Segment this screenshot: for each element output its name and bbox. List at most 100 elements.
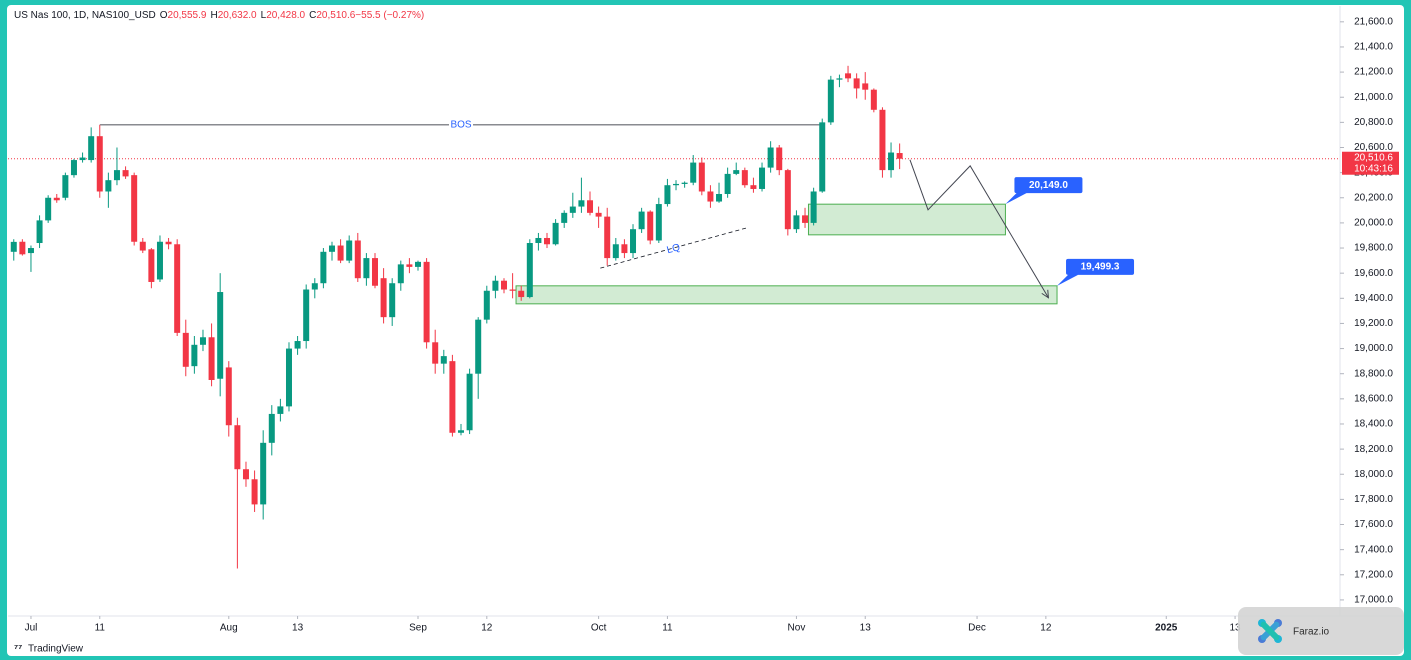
- candle-body: [260, 442, 267, 505]
- candle-body: [552, 222, 559, 245]
- candle-body: [251, 479, 258, 505]
- candle-body: [242, 469, 249, 480]
- candle-body: [784, 170, 791, 230]
- x-tick-label: 2025: [1155, 623, 1178, 634]
- zone: [807, 203, 1006, 236]
- chart-header: US Nas 100, 1D, NAS100_USD O20,555.9 H20,6…: [14, 10, 424, 21]
- y-tick-label: 17,600.0: [1354, 519, 1393, 530]
- candle-body: [870, 89, 877, 110]
- candle-body: [53, 197, 60, 201]
- plot-area: BOS LQ: [8, 65, 1340, 569]
- candle-body: [432, 342, 439, 364]
- ohlc-key: L: [261, 10, 267, 21]
- candle-body: [561, 212, 568, 223]
- candle-body: [113, 170, 120, 181]
- y-tick-label: 18,000.0: [1354, 469, 1393, 480]
- ohlc-value: 20,555.9: [168, 10, 207, 21]
- candle-body: [225, 367, 232, 426]
- brand-logo: ⁷⁷: [14, 644, 22, 655]
- y-tick-label: 18,600.0: [1354, 393, 1393, 404]
- watermark-text: Faraz.io: [1293, 627, 1330, 638]
- candle-body: [320, 251, 327, 284]
- candle-body: [423, 261, 430, 343]
- candle-body: [182, 332, 189, 367]
- zone: [515, 285, 1058, 305]
- x-tick-label: 11: [95, 623, 106, 634]
- candle-body: [741, 170, 748, 186]
- candle-body: [483, 290, 490, 320]
- candle-body: [673, 183, 680, 186]
- candle-body: [371, 258, 378, 286]
- candle-body: [655, 204, 662, 241]
- projection-arrowhead: [1041, 289, 1050, 299]
- ohlc-value: 20,510.6: [316, 10, 355, 21]
- x-tick-label: 13: [1230, 623, 1242, 634]
- candle-body: [466, 373, 473, 431]
- candle-body: [518, 290, 525, 298]
- bos-label-bg: [449, 118, 474, 131]
- watermark: Faraz.io: [1238, 607, 1404, 655]
- x-tick-label: 13: [860, 623, 872, 634]
- zone-label: 19,499.3: [1081, 261, 1120, 272]
- candle-body: [707, 191, 714, 202]
- candle-body: [647, 211, 654, 241]
- y-tick-label: 20,200.0: [1354, 192, 1393, 203]
- candle-body: [896, 153, 903, 159]
- candle-body: [285, 348, 292, 407]
- y-tick-label: 17,800.0: [1354, 494, 1393, 505]
- y-tick-label: 19,800.0: [1354, 243, 1393, 254]
- y-tick-label: 18,800.0: [1354, 368, 1393, 379]
- y-tick-label: 20,600.0: [1354, 142, 1393, 153]
- x-tick-label: Nov: [788, 623, 806, 634]
- candle-body: [363, 258, 370, 279]
- candle-body: [458, 430, 465, 433]
- candle-body: [440, 356, 447, 364]
- candle-body: [845, 73, 852, 79]
- candle-body: [234, 425, 241, 470]
- candle-body: [569, 206, 576, 213]
- candle-body: [27, 248, 34, 254]
- candle-body: [79, 157, 86, 161]
- candle-body: [544, 237, 551, 245]
- candle-body: [199, 337, 206, 345]
- candle-body: [759, 167, 766, 189]
- last-price-label: 20,510.6: [1354, 152, 1393, 163]
- candle-body: [750, 185, 757, 189]
- candle-body: [337, 245, 344, 261]
- candle-body: [612, 244, 619, 259]
- candle-body: [716, 193, 723, 202]
- candle-body: [664, 185, 671, 205]
- y-tick-label: 18,400.0: [1354, 419, 1393, 430]
- candle-body: [303, 289, 310, 342]
- candle-body: [45, 197, 52, 221]
- projection-path: [909, 159, 1049, 299]
- y-tick-label: 18,200.0: [1354, 444, 1393, 455]
- candle-body: [88, 136, 95, 161]
- candle-body: [380, 278, 387, 318]
- candle-body: [535, 237, 542, 244]
- candle-body: [621, 244, 628, 254]
- countdown-label: 10:43:16: [1354, 163, 1393, 174]
- candle-body: [888, 152, 895, 171]
- candle-body: [879, 109, 886, 171]
- x-tick-label: Dec: [968, 623, 986, 634]
- ohlc-value: 20,632.0: [218, 10, 257, 21]
- candle-body: [148, 249, 155, 282]
- candle-body: [638, 211, 645, 230]
- zone-label-box: [1014, 177, 1083, 194]
- lq-line: [600, 227, 747, 269]
- ohlc-value: −55.5 (−0.27%): [355, 10, 424, 21]
- candle-body: [802, 215, 809, 223]
- watermark-box: [1238, 607, 1404, 655]
- candle-body: [724, 173, 731, 194]
- y-tick-label: 20,000.0: [1354, 218, 1393, 229]
- candle-body: [509, 289, 516, 291]
- y-tick-label: 19,000.0: [1354, 343, 1393, 354]
- candle-body: [217, 292, 224, 379]
- candle-body: [449, 361, 456, 433]
- candle-body: [595, 212, 602, 217]
- candle-body: [208, 337, 215, 380]
- candle-body: [819, 122, 826, 192]
- candle-body: [862, 83, 869, 90]
- candle-body: [311, 283, 318, 290]
